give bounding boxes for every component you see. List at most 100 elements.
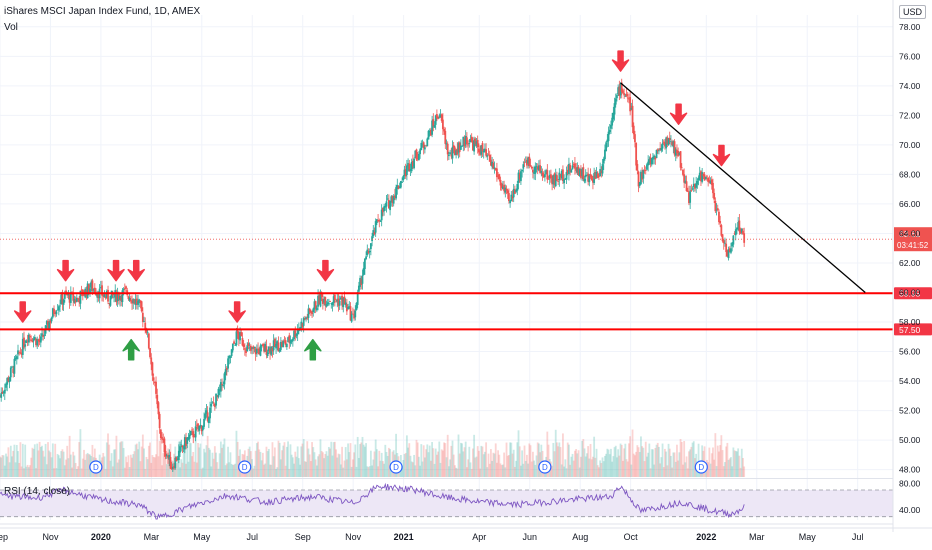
volume-bar [492,452,495,477]
volume-bar [559,447,562,477]
candle-body [492,162,495,169]
annotation-arrows [13,50,731,361]
volume-bar [198,447,201,477]
volume-bar [401,465,403,477]
candle-body [253,346,256,349]
volume-bar [289,444,292,477]
candle-body [218,389,221,391]
arrow-down-icon [669,103,688,125]
candle-body [676,149,678,154]
volume-bar [325,451,328,477]
candle-body [586,175,588,177]
time-tick-label: May [193,532,211,542]
volume-bar [599,460,602,477]
volume-bar [721,450,724,477]
volume-bar [215,452,217,477]
candle-body [742,230,744,235]
volume-bar [255,443,258,477]
candle-body [565,172,568,180]
price-tick-label: 56.00 [899,347,921,357]
volume-bar [485,442,488,477]
candle-body [186,437,189,444]
chart-grid [0,15,893,525]
volume-bar [463,447,466,477]
candle-body [393,195,396,199]
candle-body [287,337,289,343]
arrow-down-icon [13,301,32,323]
volume-bar [1,455,4,477]
candle-body [5,383,7,388]
volume-bar [114,449,117,477]
volume-bar [638,452,641,477]
volume-bar [224,465,227,477]
volume-bar [277,440,280,477]
candle-body [6,378,9,385]
candle-body [119,296,121,301]
candle-body [320,292,323,298]
candle-body [499,179,502,186]
candle-body [62,299,65,305]
candle-body [285,343,288,348]
candle-body [607,131,610,142]
volume-bar [120,441,123,477]
currency-button[interactable]: USD [899,5,927,19]
volume-bar [405,435,408,477]
volume-bar [338,454,341,477]
volume-bar [133,451,136,477]
candle-body [690,189,693,191]
candle-body [574,163,576,169]
volume-bar [0,456,1,477]
candle-body [606,139,609,142]
candle-body [180,444,183,446]
volume-bar [67,458,70,477]
candle-body [116,294,119,301]
volume-bar [206,435,209,477]
candle-body [546,170,549,180]
candle-body [569,165,572,172]
candle-body [17,350,19,355]
volume-bar [504,467,507,477]
volume-bar [313,452,316,477]
candle-body [48,321,51,331]
volume-bar [422,445,425,477]
candle-body [384,205,387,208]
candle-body [522,164,525,169]
volume-bar [3,465,6,477]
volume-bar [497,450,500,477]
volume-bar [510,442,513,477]
candle-body [496,168,498,178]
candle-body [661,143,664,149]
candle-body [13,358,16,374]
candle-body [156,394,159,405]
volume-bar [576,453,579,477]
candle-body [506,190,509,194]
volume-bar [574,450,576,477]
volume-bar [487,453,490,477]
volume-bar [444,443,447,477]
candle-body [162,438,165,441]
volume-bar [605,453,608,477]
candle-body [236,330,239,334]
candle-body [314,301,317,309]
volume-bar [604,455,606,477]
volume-bar [306,441,309,477]
candle-body [536,166,539,170]
candle-body [223,373,226,385]
candle-body [3,389,6,394]
candle-body [529,165,532,166]
candle-body [541,172,544,176]
volume-bar [354,444,357,477]
price-tick-label: 70.00 [899,140,921,150]
candle-body [179,446,181,453]
volume-bar [457,434,460,477]
candle-body [482,150,485,153]
candle-body [12,368,15,373]
candle-body [295,333,298,336]
candle-body [691,188,694,190]
volume-bar [511,453,514,477]
volume-bar [435,454,438,477]
candle-body [204,413,207,419]
volume-bar [300,446,303,477]
volume-bar [312,447,315,477]
